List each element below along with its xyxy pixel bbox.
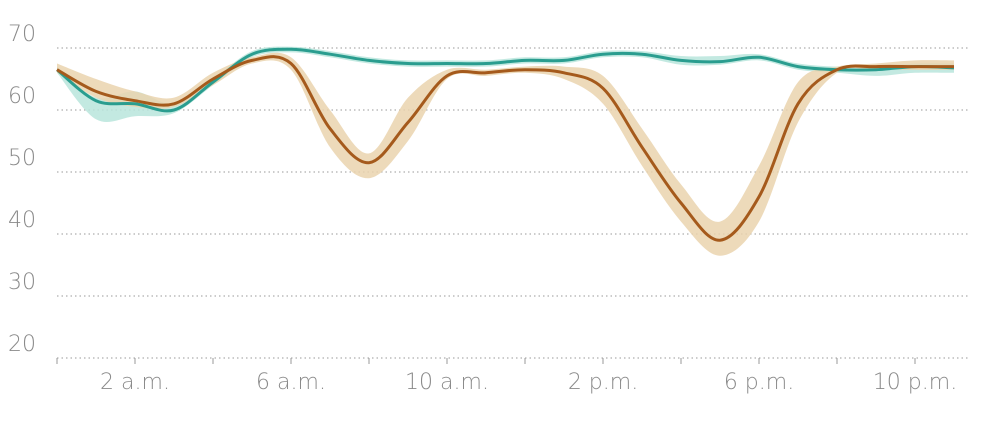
x-tick-label: 10 a.m.: [405, 370, 489, 395]
x-tick-label: 6 a.m.: [256, 370, 326, 395]
y-tick-label: 20: [8, 332, 36, 357]
series-line: [56, 55, 954, 242]
x-tick-label: 2 p.m.: [568, 370, 638, 395]
x-tick-label: 10 p.m.: [873, 370, 957, 395]
x-tick-label: 6 p.m.: [724, 370, 794, 395]
y-tick-label: 30: [8, 270, 36, 295]
y-tick-label: 40: [8, 208, 36, 233]
series-line: [56, 47, 955, 113]
x-tick-label: 2 a.m.: [100, 370, 170, 395]
y-tick-label: 60: [8, 84, 36, 109]
confidence-band: [57, 52, 954, 256]
y-tick-label: 50: [8, 146, 36, 171]
y-tick-label: 70: [8, 22, 36, 47]
